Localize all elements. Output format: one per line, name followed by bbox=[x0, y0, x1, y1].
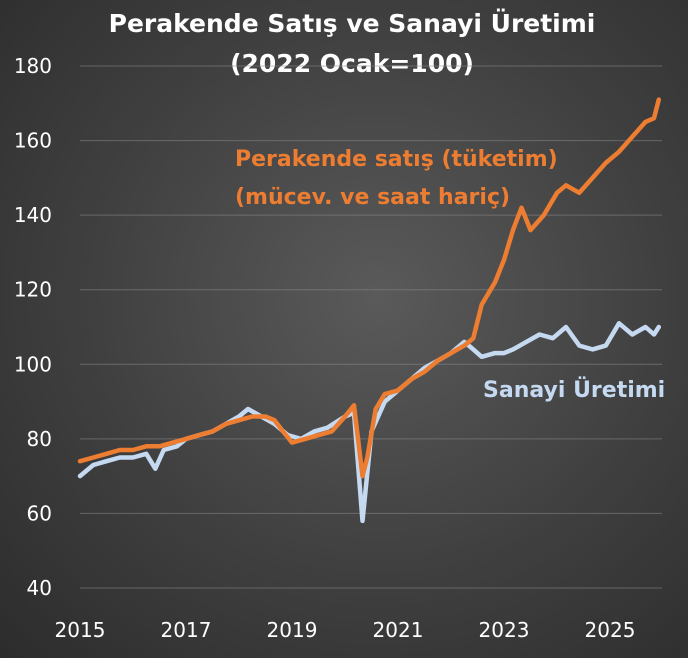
series-label-retail-line2: (mücev. ve saat hariç) bbox=[235, 185, 510, 210]
x-tick-label: 2021 bbox=[373, 618, 424, 642]
x-tick-label: 2017 bbox=[161, 618, 212, 642]
y-tick-label: 180 bbox=[14, 54, 52, 78]
y-axis-ticks: 40 60 80 100 120 140 160 180 bbox=[14, 54, 52, 600]
chart-subtitle: (2022 Ocak=100) bbox=[230, 49, 474, 78]
y-tick-label: 100 bbox=[14, 352, 52, 376]
x-tick-label: 2015 bbox=[55, 618, 106, 642]
y-tick-label: 40 bbox=[27, 576, 52, 600]
y-tick-label: 80 bbox=[27, 427, 52, 451]
y-tick-label: 120 bbox=[14, 278, 52, 302]
x-tick-label: 2023 bbox=[479, 618, 530, 642]
y-tick-label: 140 bbox=[14, 203, 52, 227]
x-axis-ticks: 2015 2017 2019 2021 2023 2025 bbox=[55, 618, 636, 642]
series-label-industrial: Sanayi Üretimi bbox=[483, 377, 665, 403]
y-tick-label: 160 bbox=[14, 129, 52, 153]
series-line-retail bbox=[77, 97, 662, 479]
x-tick-label: 2019 bbox=[267, 618, 318, 642]
x-tick-label: 2025 bbox=[585, 618, 636, 642]
series-lines bbox=[77, 97, 662, 524]
y-tick-label: 60 bbox=[27, 501, 52, 525]
gridlines bbox=[80, 65, 662, 589]
series-line-industrial bbox=[77, 321, 662, 524]
series-label-retail: Perakende satış (tüketim) bbox=[235, 147, 558, 172]
chart-title: Perakende Satış ve Sanayi Üretimi bbox=[109, 8, 596, 38]
